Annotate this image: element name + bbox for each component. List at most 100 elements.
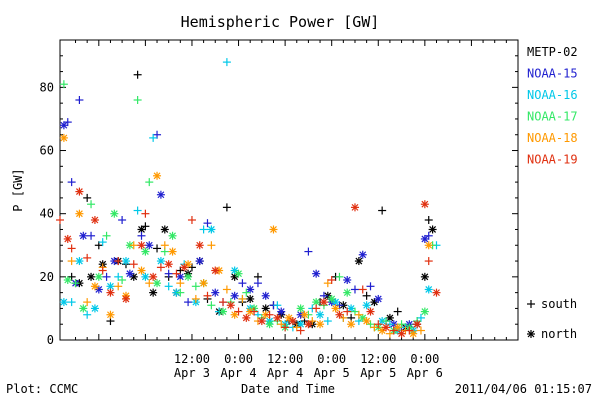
x-tick-time: 0:00 [317,352,346,366]
data-point [67,178,76,187]
data-point [141,209,150,218]
data-point [211,266,220,275]
data-point [234,307,243,316]
data-point [156,263,165,272]
data-point [59,80,68,89]
data-point [199,279,208,288]
data-point [71,279,80,288]
data-point [296,304,305,313]
data-point [222,58,231,67]
data-point [211,288,220,297]
data-point [246,294,255,303]
data-point [141,222,150,231]
data-point [428,225,437,234]
plus-marker-icon [527,300,535,308]
data-point [191,294,200,303]
data-point [83,253,92,262]
y-tick-label: 0 [47,333,54,347]
data-point [59,133,68,142]
data-point [149,288,158,297]
data-point [121,257,130,266]
data-point [145,241,154,250]
data-point [184,272,193,281]
data-point [312,269,321,278]
data-point [90,216,99,224]
data-point [413,320,422,329]
x-axis-label: Date and Time [241,382,335,396]
data-point [149,272,158,281]
data-point [230,291,239,300]
data-point [374,294,383,303]
data-points [56,58,441,338]
data-point [102,272,111,281]
x-tick-time: 12:00 [174,352,210,366]
data-point [366,282,375,291]
data-point [191,282,200,291]
data-point [83,310,92,319]
data-point [405,326,414,335]
data-point [56,216,64,224]
data-point [327,276,336,284]
x-tick-time: 0:00 [410,352,439,366]
data-point [331,304,340,313]
data-point [199,225,208,234]
legend-entry: METP-02 [527,45,578,59]
data-point [176,279,185,288]
data-point [389,326,398,335]
data-point [133,206,142,215]
data-point [242,313,251,322]
data-point [362,317,371,326]
data-point [168,231,177,240]
data-point [319,298,328,307]
data-point [164,260,173,269]
data-point [106,288,115,297]
data-point [222,203,231,212]
legend-entry: NOAA-18 [527,131,578,145]
data-point [203,291,212,300]
data-point [409,329,418,338]
data-point [180,263,189,272]
data-point [273,313,282,322]
data-point [87,231,96,240]
data-point [75,209,84,218]
legend-entry: NOAA-19 [527,153,578,167]
data-point [207,241,216,250]
data-point [304,320,313,329]
data-point [424,241,433,250]
y-tick-label: 80 [40,80,54,94]
data-point [90,282,99,291]
data-point [164,282,173,291]
data-point [87,272,96,281]
data-point [75,96,84,104]
data-point [195,241,204,250]
data-point [149,133,158,142]
data-point [253,279,262,288]
data-point [98,266,107,275]
data-point [63,118,72,127]
y-axis-label: P [GW] [11,168,25,211]
data-point [83,193,92,202]
x-tick-date: Apr 4 [267,366,303,380]
data-point [141,247,150,256]
data-point [424,285,433,294]
data-point [265,320,274,329]
data-point [176,288,185,297]
data-point [354,257,363,266]
data-point [75,257,84,266]
data-point [312,304,321,313]
x-tick-date: Apr 5 [360,366,396,380]
data-point [79,231,88,240]
data-point [145,178,154,187]
legend-entry: NOAA-15 [527,67,578,81]
data-point [137,266,146,275]
data-point [257,317,266,326]
data-point [98,238,107,247]
data-point [153,279,162,288]
data-point [250,307,259,316]
plot-frame [59,39,519,341]
data-point [129,241,138,250]
data-point [296,320,305,329]
data-point [63,234,72,243]
x-tick-time: 12:00 [360,352,396,366]
